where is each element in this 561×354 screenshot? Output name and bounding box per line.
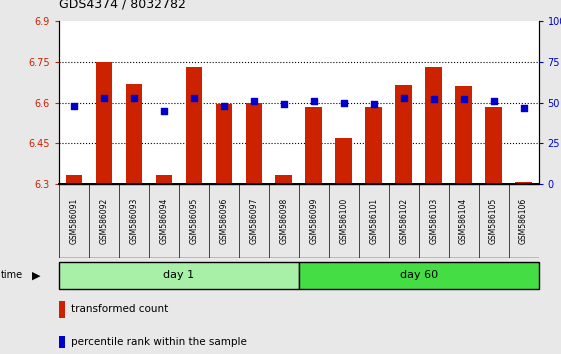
Text: GSM586105: GSM586105 — [489, 198, 498, 244]
Text: GSM586095: GSM586095 — [189, 198, 198, 245]
Point — [279, 102, 288, 107]
Text: GSM586093: GSM586093 — [130, 198, 139, 245]
Text: GDS4374 / 8032782: GDS4374 / 8032782 — [59, 0, 186, 11]
Point — [249, 98, 258, 104]
Text: GSM586092: GSM586092 — [99, 198, 108, 244]
Bar — [186, 67, 202, 184]
Text: time: time — [1, 270, 22, 280]
Bar — [246, 103, 262, 184]
Point — [219, 103, 228, 109]
Bar — [298, 262, 539, 289]
Bar — [95, 62, 112, 184]
Text: ▶: ▶ — [32, 270, 40, 280]
Bar — [306, 107, 322, 184]
Point — [189, 95, 198, 101]
Text: GSM586096: GSM586096 — [219, 198, 228, 245]
Bar — [275, 175, 292, 184]
Bar — [485, 107, 502, 184]
Text: GSM586103: GSM586103 — [429, 198, 438, 244]
Point — [70, 103, 79, 109]
Text: GSM586099: GSM586099 — [309, 198, 318, 245]
Text: transformed count: transformed count — [71, 304, 168, 314]
Bar — [365, 107, 382, 184]
Point — [339, 100, 348, 105]
Text: GSM586094: GSM586094 — [159, 198, 168, 245]
Text: GSM586104: GSM586104 — [459, 198, 468, 244]
Point — [399, 95, 408, 101]
Bar — [66, 175, 82, 184]
Bar — [126, 84, 142, 184]
Text: GSM586106: GSM586106 — [519, 198, 528, 244]
Bar — [59, 301, 65, 318]
Text: day 60: day 60 — [399, 270, 438, 280]
Bar — [335, 138, 352, 184]
Bar — [59, 336, 65, 348]
Point — [309, 98, 318, 104]
Text: GSM586100: GSM586100 — [339, 198, 348, 244]
Point — [489, 98, 498, 104]
Point — [429, 97, 438, 102]
Bar — [516, 182, 532, 184]
Text: day 1: day 1 — [163, 270, 194, 280]
Text: percentile rank within the sample: percentile rank within the sample — [71, 337, 247, 347]
Text: GSM586102: GSM586102 — [399, 198, 408, 244]
Bar — [425, 67, 442, 184]
Text: GSM586091: GSM586091 — [70, 198, 79, 244]
Text: GSM586101: GSM586101 — [369, 198, 378, 244]
Bar — [396, 85, 412, 184]
Bar — [59, 262, 298, 289]
Bar — [456, 86, 472, 184]
Bar — [155, 175, 172, 184]
Point — [459, 97, 468, 102]
Point — [519, 105, 528, 110]
Text: GSM586098: GSM586098 — [279, 198, 288, 244]
Point — [99, 95, 108, 101]
Bar — [215, 104, 232, 184]
Point — [130, 95, 139, 101]
Text: GSM586097: GSM586097 — [249, 198, 258, 245]
Point — [159, 108, 168, 114]
Point — [369, 102, 378, 107]
